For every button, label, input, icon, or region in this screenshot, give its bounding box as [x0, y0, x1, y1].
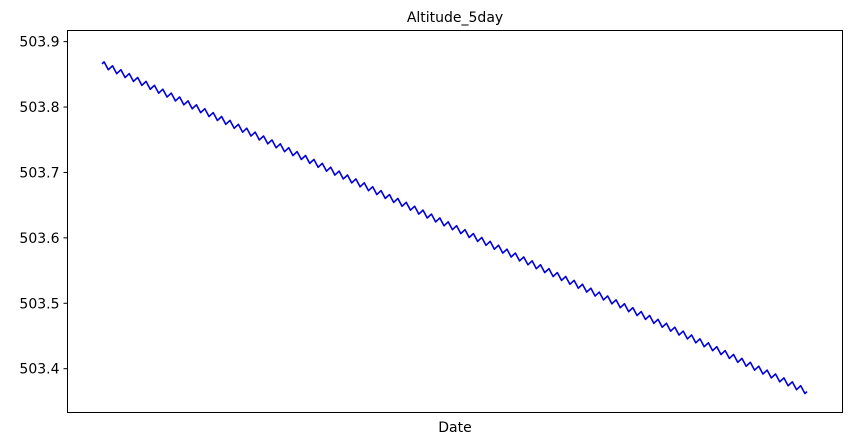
- plot-frame: [67, 30, 843, 413]
- y-tick-label: 503.8: [19, 100, 59, 116]
- altitude-series-line: [101, 61, 808, 395]
- series-group: [101, 61, 808, 395]
- y-tick-label: 503.9: [19, 35, 59, 51]
- x-axis-label: Date: [438, 420, 471, 436]
- chart-title: Altitude_5day: [407, 10, 503, 26]
- y-tick-label: 503.5: [19, 296, 59, 312]
- y-tick-label: 503.4: [19, 362, 59, 378]
- y-tick-label: 503.7: [19, 165, 59, 181]
- y-axis: 503.4 503.5 503.6 503.7 503.8 503.9: [19, 35, 68, 378]
- y-tick-label: 503.6: [19, 231, 59, 247]
